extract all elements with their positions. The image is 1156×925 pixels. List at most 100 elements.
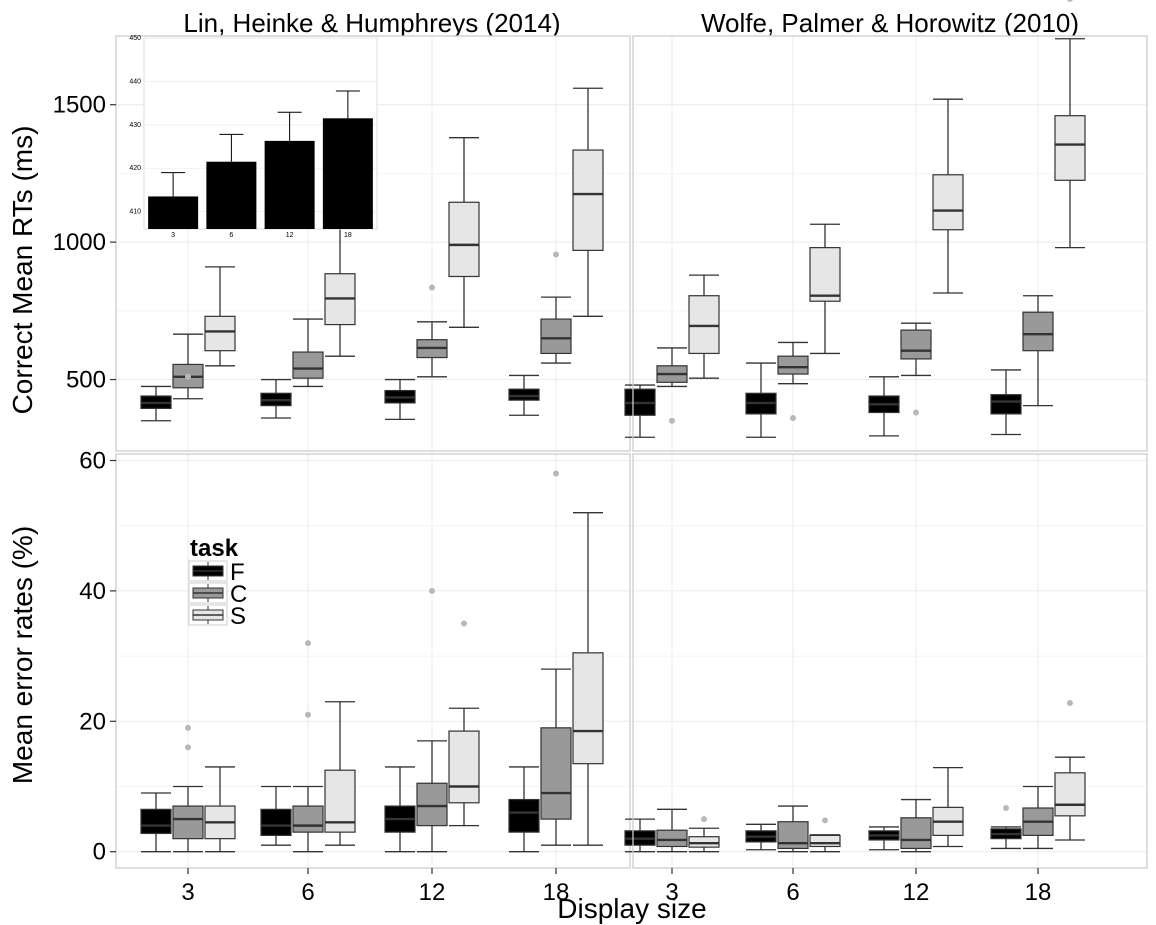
outlier-point [553,251,559,258]
box-body [656,829,688,848]
box-body [777,821,809,850]
box-F-12 [384,766,416,853]
box-C-3 [656,808,688,853]
box-C-12 [900,798,932,853]
panel-border [115,35,631,452]
box-S-12 [448,137,480,328]
box-C-18 [1022,295,1054,407]
box-S-6 [324,701,356,846]
panel-border [632,453,1148,869]
outlier-point [790,415,796,422]
box-body [572,652,604,765]
outlier-point [553,470,559,477]
outlier-point [822,817,828,824]
box-F-3 [140,792,172,853]
box-C-3 [656,347,688,424]
x-tick-label: 12 [903,879,930,906]
box-F-18 [990,369,1022,436]
box-C-12 [416,284,448,378]
inset-bar-3 [148,196,199,229]
box-S-12 [448,620,480,827]
box-F-12 [384,378,416,421]
box-body [204,315,236,352]
box-body [900,817,932,850]
outlier-point [305,640,311,647]
box-F-18 [990,805,1022,850]
box-body [1054,115,1086,181]
y-tick-label: 20 [79,708,106,735]
box-body [777,355,809,375]
inset-x-tick-label: 18 [344,232,352,239]
box-C-18 [540,251,572,364]
box-F-12 [868,826,900,851]
box-S-18 [1054,0,1086,249]
box-C-6 [777,341,809,422]
box-body [260,808,292,837]
box-body [809,247,841,302]
legend-label-C: C [230,581,247,608]
x-tick-label: 6 [786,879,799,906]
box-F-6 [745,823,777,851]
box-F-6 [260,785,292,846]
inset-y-tick-label: 410 [129,209,141,216]
x-tick-label: 18 [543,879,570,906]
box-C-6 [777,805,809,853]
box-body [809,834,841,848]
box-body [1054,772,1086,817]
inset-chart: 410 420 430 440 450 3 6 12 18 [129,35,378,239]
box-S-3 [688,274,720,379]
inset-y-tick-label: 430 [129,122,141,129]
box-S-3 [204,266,236,367]
inset-x-tick-label: 12 [286,232,294,239]
outlier-point [305,711,311,718]
outlier-point [669,417,675,424]
box-body [540,318,572,355]
outlier-point [1003,805,1009,812]
box-F-6 [260,378,292,419]
legend-title: task [190,535,239,562]
outlier-point [913,409,919,416]
box-S-3 [688,816,720,853]
panel-r1-c1: 3 6 12 18 [624,453,1148,906]
x-tick-label: 12 [419,879,446,906]
box-S-3 [204,766,236,853]
box-C-3 [172,724,204,853]
box-C-12 [416,587,448,853]
box-body [448,201,480,278]
x-tick-label: 3 [665,879,678,906]
y-tick-label: 60 [79,448,106,475]
x-axis-title: Display size [557,893,706,924]
legend-label-S: S [230,603,246,630]
box-S-18 [1054,700,1086,841]
box-body [572,149,604,251]
box-F-18 [508,374,540,416]
y-tick-label: 500 [66,367,106,394]
facet-title-right: Wolfe, Palmer & Horowitz (2010) [701,8,1079,38]
box-body [292,805,324,833]
box-body [416,782,448,827]
inset-bar-12 [264,140,315,229]
x-tick-label: 18 [1025,879,1052,906]
outlier-point [429,587,435,594]
box-body [448,730,480,804]
inset-y-tick-label: 450 [129,35,141,42]
outlier-point [1067,0,1073,2]
outlier-point [185,744,191,751]
box-body [990,394,1022,415]
box-C-12 [900,322,932,416]
box-body [172,805,204,840]
box-body [1022,311,1054,352]
inset-x-tick-label: 6 [229,232,233,239]
box-body [540,727,572,820]
y-tick-label: 1500 [53,92,106,119]
box-S-12 [932,98,964,294]
box-F-3 [140,385,172,422]
panel-border [632,35,1148,452]
box-S-6 [809,817,841,853]
panel-border [115,453,631,869]
y-tick-label: 1000 [53,229,106,256]
box-C-6 [292,640,324,853]
outlier-point [701,816,707,823]
